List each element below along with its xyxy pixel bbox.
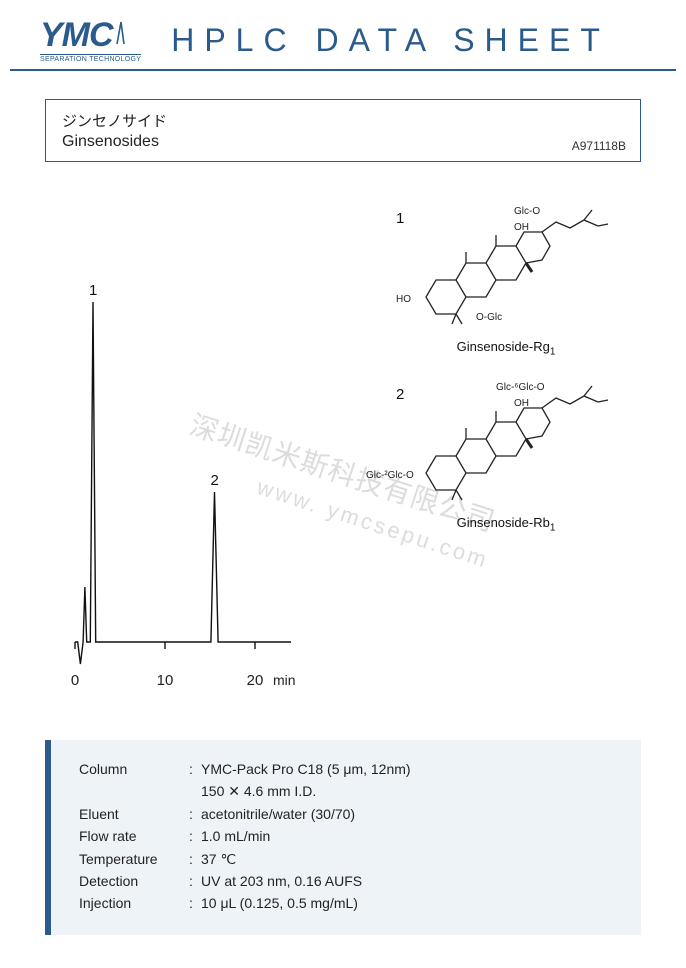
- param-row: Eluent:acetonitrile/water (30/70): [79, 803, 621, 825]
- struct1-annot-mid: OH: [514, 222, 529, 233]
- xtick-1: 10: [157, 672, 174, 689]
- struct1-annot-bottom: O-Glc: [476, 312, 502, 323]
- param-colon: :: [189, 848, 201, 870]
- param-label: Injection: [79, 892, 189, 914]
- param-row: Injection:10 μL (0.125, 0.5 mg/mL): [79, 892, 621, 914]
- structure-1-num: 1: [396, 210, 404, 227]
- param-label: Detection: [79, 870, 189, 892]
- param-value: 150 ✕ 4.6 mm I.D.: [201, 780, 621, 802]
- param-row: Flow rate:1.0 mL/min: [79, 825, 621, 847]
- structures-panel: 1 Glc-O OH: [356, 202, 656, 553]
- structure-2-num: 2: [396, 386, 404, 403]
- param-colon: :: [189, 892, 201, 914]
- struct2-annot-top: Glc-⁶Glc-O: [496, 382, 545, 393]
- xtick-0: 0: [71, 672, 79, 689]
- param-value: YMC-Pack Pro C18 (5 μm, 12nm): [201, 758, 621, 780]
- logo-block: YMC SEPARATION TECHNOLOGY: [40, 18, 141, 63]
- page-header: YMC SEPARATION TECHNOLOGY HPLC DATA SHEE…: [10, 0, 676, 71]
- peak-label-1: 1: [89, 282, 97, 299]
- header-title: HPLC DATA SHEET: [141, 22, 646, 59]
- datasheet-code: A971118B: [572, 139, 626, 153]
- xtick-2: 20: [247, 672, 264, 689]
- logo-text: YMC: [40, 18, 131, 52]
- content-area: 深圳凯米斯科技有限公司 www. ymcsepu.com 1 2 0 10 20…: [45, 202, 641, 722]
- param-colon: :: [189, 870, 201, 892]
- struct2-annot-mid: OH: [514, 398, 529, 409]
- param-row: Temperature:37 ℃: [79, 848, 621, 870]
- logo-tagline: SEPARATION TECHNOLOGY: [40, 54, 141, 63]
- structure-1: 1 Glc-O OH: [356, 202, 656, 358]
- param-colon: [189, 780, 201, 802]
- param-row: 150 ✕ 4.6 mm I.D.: [79, 780, 621, 802]
- x-axis-unit: min: [273, 672, 296, 688]
- param-colon: :: [189, 758, 201, 780]
- structure-2-name-sub: 1: [550, 522, 556, 533]
- param-label: Temperature: [79, 848, 189, 870]
- logo-main-text: YMC: [40, 16, 113, 54]
- param-label: Flow rate: [79, 825, 189, 847]
- structure-1-name: Ginsenoside-Rg1: [356, 339, 656, 358]
- param-value: 37 ℃: [201, 848, 621, 870]
- compound-title-box: ジンセノサイド Ginsenosides A971118B: [45, 99, 641, 162]
- structure-2-name: Ginsenoside-Rb1: [356, 515, 656, 534]
- param-label: Eluent: [79, 803, 189, 825]
- chromatogram-plot: [55, 252, 305, 672]
- conditions-panel: Column:YMC-Pack Pro C18 (5 μm, 12nm) 150…: [45, 740, 641, 935]
- struct2-annot-left: Glc-²Glc-O: [366, 470, 414, 481]
- param-colon: :: [189, 825, 201, 847]
- param-value: 1.0 mL/min: [201, 825, 621, 847]
- peak-label-2: 2: [211, 472, 219, 489]
- struct1-annot-top: Glc-O: [514, 206, 540, 217]
- param-value: acetonitrile/water (30/70): [201, 803, 621, 825]
- struct1-annot-left: HO: [396, 294, 411, 305]
- param-row: Detection:UV at 203 nm, 0.16 AUFS: [79, 870, 621, 892]
- compound-title-jp: ジンセノサイド: [62, 110, 624, 131]
- param-label: [79, 780, 189, 802]
- param-colon: :: [189, 803, 201, 825]
- param-row: Column:YMC-Pack Pro C18 (5 μm, 12nm): [79, 758, 621, 780]
- structure-1-name-main: Ginsenoside-Rg: [457, 339, 550, 354]
- compound-title-en: Ginsenosides: [62, 133, 624, 151]
- structure-1-name-sub: 1: [550, 347, 556, 358]
- param-label: Column: [79, 758, 189, 780]
- structure-2-name-main: Ginsenoside-Rb: [457, 515, 550, 530]
- param-value: UV at 203 nm, 0.16 AUFS: [201, 870, 621, 892]
- structure-2: 2 Glc-⁶Glc-O OH Glc-²Glc-O Gin: [356, 378, 656, 534]
- logo-peak-icon: [115, 18, 131, 52]
- param-value: 10 μL (0.125, 0.5 mg/mL): [201, 892, 621, 914]
